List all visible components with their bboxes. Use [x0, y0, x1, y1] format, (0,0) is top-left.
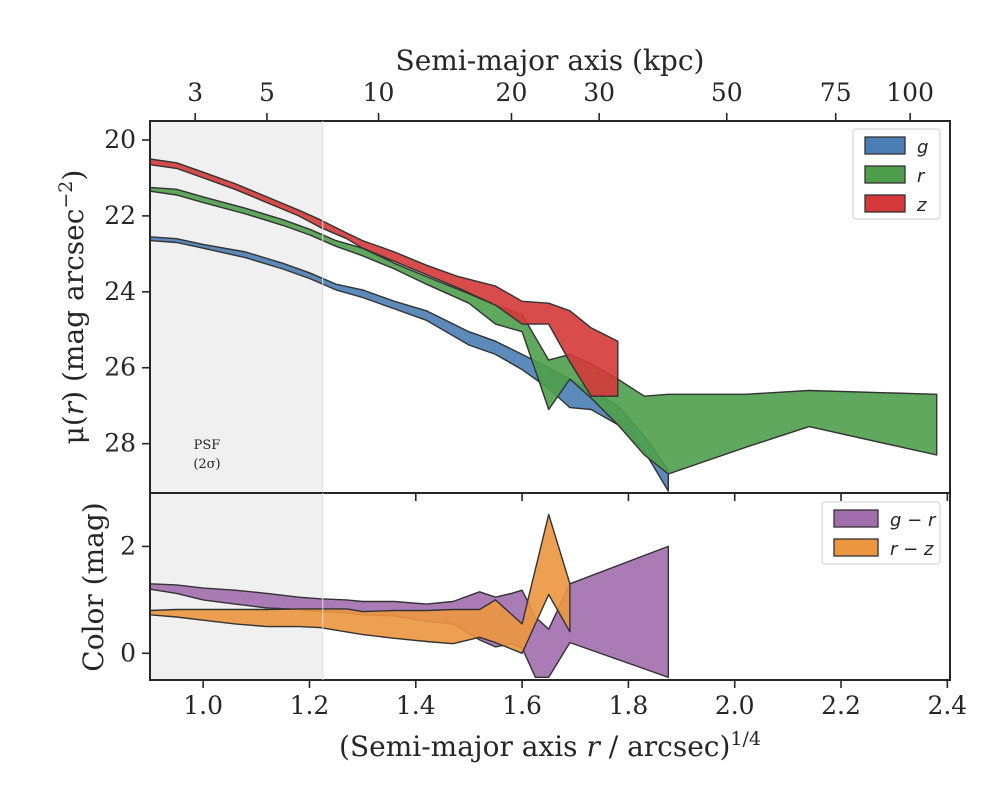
top-axis-label: Semi-major axis (kpc)	[396, 44, 705, 77]
bottom-xtick-label: 1.0	[183, 691, 223, 720]
bottom-xtick-label: 2.0	[715, 691, 755, 720]
bottom-legend: g − r r − z	[821, 501, 941, 565]
bottom-ytick-label: 2	[120, 531, 136, 560]
top-legend-swatch-z	[864, 194, 906, 213]
bottom-ytick-label: 0	[120, 638, 136, 667]
bottom-x-axis-label: (Semi-major axis r / arcsec)1/4	[339, 728, 761, 763]
kpc-tick-label: 75	[820, 78, 852, 107]
bottom-xtick-label: 2.2	[821, 691, 861, 720]
kpc-tick-label: 30	[583, 78, 615, 107]
kpc-tick-label: 3	[187, 78, 203, 107]
kpc-tick-label: 20	[496, 78, 528, 107]
bottom-y-axis-label: Color (mag)	[77, 502, 110, 671]
bottom-x-ticks: 1.0 1.2 1.4 1.6 1.8 2.0 2.2 2.4	[183, 680, 967, 720]
kpc-tick-label: 10	[363, 78, 395, 107]
top-y-ticks: 20 22 24 26 28	[104, 125, 150, 458]
top-band-g	[149, 236, 669, 492]
top-ytick-label: 24	[104, 277, 136, 306]
bottom-legend-swatch-g-minus-r	[833, 509, 879, 528]
psf-label-line2: (2σ)	[193, 457, 220, 472]
bottom-xtick-label: 1.6	[502, 691, 542, 720]
top-ytick-label: 20	[104, 125, 136, 154]
psf-shaded-region-top	[150, 121, 323, 493]
top-ytick-label: 28	[104, 429, 136, 458]
top-ytick-label: 26	[104, 353, 136, 382]
bottom-legend-swatch-r-minus-z	[833, 538, 879, 557]
top-legend-label: z	[916, 195, 927, 216]
top-band-z	[149, 158, 619, 397]
bottom-y-ticks: 02	[120, 531, 150, 667]
bottom-band-r-minus-z	[149, 513, 571, 654]
top-ytick-label: 22	[104, 201, 136, 230]
bottom-legend-label: r − z	[890, 539, 934, 560]
bottom-xtick-label: 1.4	[396, 691, 436, 720]
bottom-xtick-label: 2.4	[927, 691, 967, 720]
top-legend: grz	[852, 128, 941, 220]
top-legend-swatch-r	[864, 165, 906, 184]
bottom-xtick-label: 1.8	[609, 691, 649, 720]
bottom-legend-label: g − r	[890, 510, 937, 531]
top-legend-label: r	[917, 166, 926, 187]
kpc-tick-label: 100	[886, 78, 934, 107]
psf-label-line1: PSF	[194, 438, 221, 453]
top-legend-label: g	[917, 137, 928, 158]
bottom-panel-frame	[149, 492, 951, 681]
bottom-panel: 02 1.0 1.2 1.4 1.6 1.8 2.0 2.2 2.4 Color (mag) …	[77, 492, 967, 763]
kpc-tick-label: 50	[711, 78, 743, 107]
bottom-xtick-label: 1.2	[290, 691, 330, 720]
top-y-axis-label: μ(r) (mag arcsec−2)	[55, 170, 90, 445]
top-series-layer	[149, 158, 938, 492]
top-legend-swatch-g	[864, 136, 906, 155]
kpc-tick-label: 5	[259, 78, 275, 107]
bottom-series-layer	[149, 513, 669, 678]
top-kpc-ticks: 3 5 10 20 30 50 75 100	[187, 78, 934, 121]
top-panel: 20 22 24 26 28 3 5 10 20 30 50 75 100 Semi-major ax…	[55, 44, 951, 501]
